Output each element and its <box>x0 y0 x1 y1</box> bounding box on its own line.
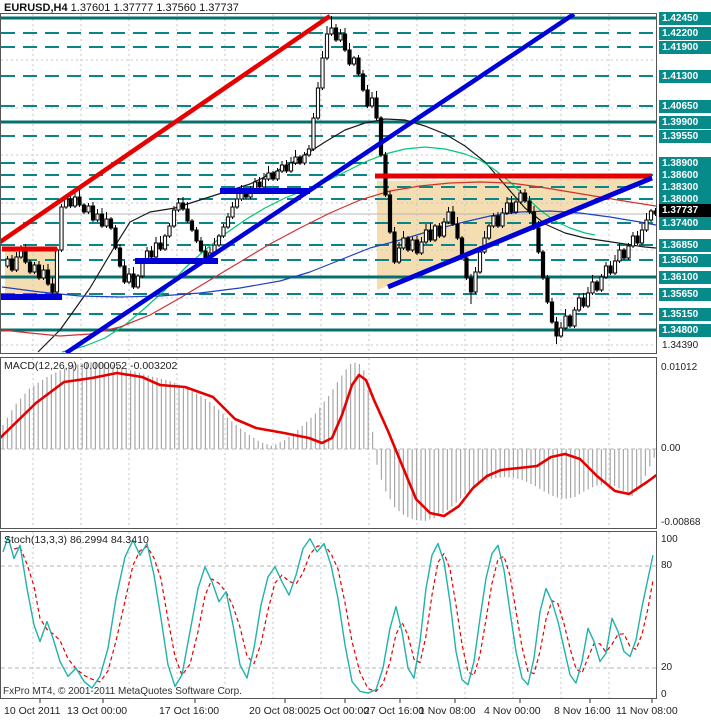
stoch-axis-label: 80 <box>661 560 673 571</box>
price-axis-label: 1.38600 <box>659 169 711 182</box>
price-axis-label: 1.38900 <box>659 157 711 170</box>
price-axis-label: 1.35150 <box>659 308 711 321</box>
price-axis-label: 1.37400 <box>659 217 711 230</box>
time-axis-label: 8 Nov 16:00 <box>554 705 611 717</box>
price-axis-label: 1.37737 <box>659 204 711 217</box>
price-axis-label: 1.39550 <box>659 130 711 143</box>
time-axis-label: 1 Nov 08:00 <box>419 705 476 717</box>
price-axis-label: 1.41900 <box>659 41 711 54</box>
copyright-text: FxPro MT4, © 2001-2011 MetaQuotes Softwa… <box>3 686 242 697</box>
price-axis-label: 1.36500 <box>659 254 711 267</box>
price-axis-label: 1.39900 <box>659 116 711 129</box>
price-axis-label: 1.40650 <box>659 100 711 113</box>
price-axis-label: 1.42200 <box>659 27 711 40</box>
macd-axis-label: 0.01012 <box>661 362 698 373</box>
price-axis-label: 1.35650 <box>659 288 711 301</box>
time-axis-label: 20 Oct 08:00 <box>249 705 310 717</box>
symbol-period: EURUSD,H4 <box>4 2 68 14</box>
time-axis-label: 27 Oct 16:00 <box>364 705 425 717</box>
ohlc-values: 1.37601 1.37777 1.37560 1.37737 <box>70 2 239 14</box>
stoch-axis-label: 100 <box>661 534 678 545</box>
macd-axis-label: -0.00868 <box>661 517 701 528</box>
stoch-indicator-label: Stoch(13,3,3) 86.2994 84.3410 <box>4 534 149 546</box>
price-axis-label: 1.36100 <box>659 271 711 284</box>
price-axis-label: 1.42450 <box>659 12 711 25</box>
macd-indicator-label: MACD(12,26,9) -0.000052 -0.003202 <box>4 360 178 372</box>
price-axis-label: 1.34390 <box>662 340 699 351</box>
time-axis-label: 4 Nov 00:00 <box>484 705 541 717</box>
price-axis-label: 1.38300 <box>659 181 711 194</box>
macd-axis-label: 0.00 <box>661 443 681 454</box>
time-axis-label: 13 Oct 00:00 <box>67 705 128 717</box>
time-axis-label: 17 Oct 16:00 <box>159 705 220 717</box>
price-axis-label: 1.41300 <box>659 70 711 83</box>
time-axis-label: 11 Nov 08:00 <box>616 705 678 717</box>
price-axis-label: 1.36850 <box>659 239 711 252</box>
time-axis-label: 25 Oct 00:00 <box>309 705 370 717</box>
price-axis-label: 1.38000 <box>659 193 711 206</box>
chart-title: EURUSD,H4 1.37601 1.37777 1.37560 1.3773… <box>4 2 239 14</box>
price-axis-label: 1.34800 <box>659 324 711 337</box>
time-axis-label: 10 Oct 2011 <box>4 705 61 717</box>
stoch-axis-label: 20 <box>661 662 673 673</box>
stoch-axis-label: 0 <box>661 689 667 700</box>
